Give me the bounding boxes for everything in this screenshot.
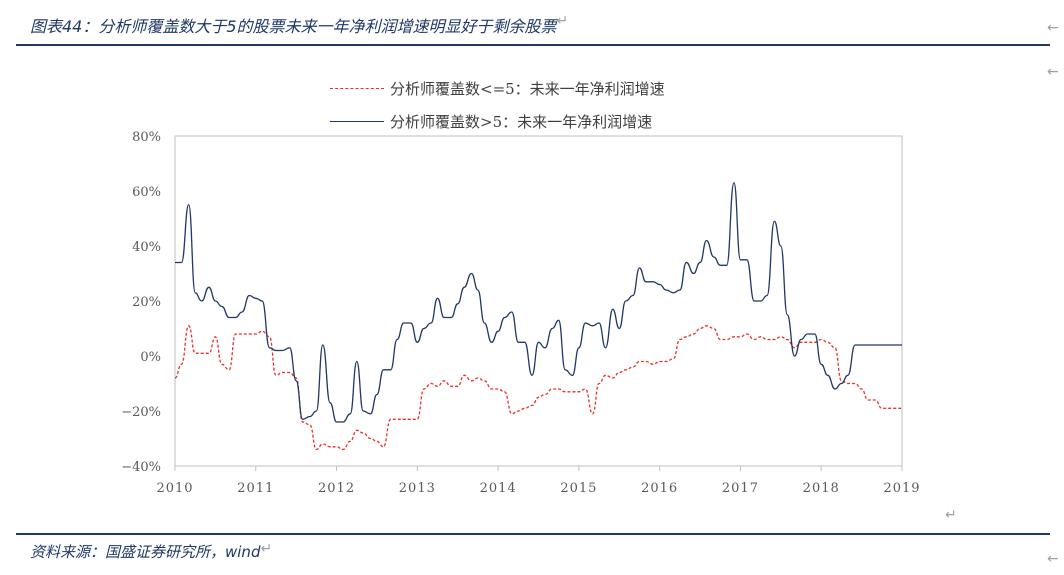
legend-label-2: 分析师覆盖数>5：未来一年净利润增速 — [390, 113, 653, 131]
return-mark-2: ↵ — [945, 507, 957, 523]
x-tick-label: 2017 — [722, 481, 759, 496]
x-tick-label: 2016 — [641, 481, 678, 496]
x-tick-label: 2011 — [237, 481, 274, 496]
y-tick-label: 40% — [132, 240, 161, 255]
x-tick-label: 2012 — [318, 481, 355, 496]
top-rule — [16, 44, 1050, 46]
legend-label-1: 分析师覆盖数<=5：未来一年净利润增速 — [390, 80, 665, 98]
return-mark: ↵ — [556, 13, 569, 29]
legend-item-2: 分析师覆盖数>5：未来一年净利润增速 — [330, 111, 652, 132]
y-tick-label: −40% — [121, 460, 161, 475]
x-tick-label: 2014 — [480, 481, 517, 496]
arrow-mark-1: ← — [1047, 20, 1059, 36]
source-note: 资料来源：国盛证券研究所，wind ↵ — [30, 541, 272, 562]
caption-text: 图表44：分析师覆盖数大于5的股票未来一年净利润增速明显好于剩余股票 — [30, 17, 557, 36]
y-tick-label: 80% — [132, 130, 161, 145]
legend-swatch-solid — [330, 121, 384, 122]
bottom-rule — [16, 533, 1050, 535]
arrow-mark-2: ← — [1047, 64, 1059, 80]
plot-area-frame — [174, 135, 903, 467]
y-tick-label: 20% — [132, 295, 161, 310]
series-line-1 — [174, 325, 902, 451]
return-mark-3: ↵ — [260, 541, 273, 557]
y-tick-label: 0% — [140, 350, 161, 365]
x-tick-label: 2015 — [560, 481, 597, 496]
legend-swatch-dashed — [330, 88, 384, 89]
source-text: 资料来源：国盛证券研究所，wind — [30, 543, 261, 561]
series-line-2 — [175, 182, 902, 423]
figure-caption: 图表44：分析师覆盖数大于5的股票未来一年净利润增速明显好于剩余股票 ↵ — [30, 13, 568, 37]
x-tick-label: 2010 — [156, 481, 193, 496]
y-tick-label: 60% — [132, 185, 161, 200]
arrow-mark-3: ← — [1047, 551, 1059, 567]
x-tick-label: 2013 — [399, 481, 436, 496]
x-tick-label: 2018 — [803, 481, 840, 496]
y-tick-label: −20% — [121, 405, 161, 420]
x-tick-label: 2019 — [883, 481, 920, 496]
legend-item-1: 分析师覆盖数<=5：未来一年净利润增速 — [330, 78, 665, 99]
